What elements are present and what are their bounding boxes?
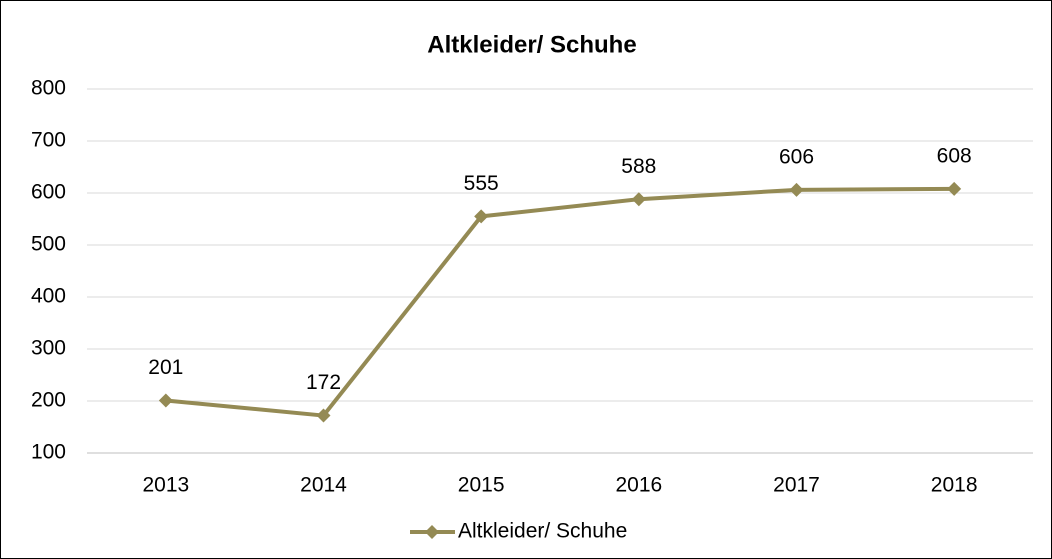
data-label: 172 [306, 371, 341, 394]
series-line [165, 186, 955, 418]
legend-marker [425, 525, 439, 539]
data-point [789, 182, 804, 197]
legend-label: Altkleider/ Schuhe [458, 520, 627, 543]
data-point [474, 209, 489, 224]
x-tick-label: 2015 [458, 474, 505, 497]
y-tick-label: 600 [31, 181, 66, 204]
data-point [631, 192, 646, 207]
data-label: 201 [148, 356, 183, 379]
data-label: 588 [621, 155, 656, 178]
x-tick-label: 2016 [615, 474, 662, 497]
chart-title: Altkleider/ Schuhe [427, 31, 636, 58]
x-tick-label: 2014 [300, 474, 347, 497]
y-tick-label: 100 [31, 441, 66, 464]
y-tick-label: 500 [31, 233, 66, 256]
data-label: 606 [779, 145, 814, 168]
data-point [158, 393, 173, 408]
y-tick-label: 200 [31, 389, 66, 412]
y-tick-label: 700 [31, 129, 66, 152]
x-tick-label: 2013 [142, 474, 189, 497]
y-tick-label: 400 [31, 285, 66, 308]
x-tick-label: 2017 [773, 474, 820, 497]
x-tick-label: 2018 [931, 474, 978, 497]
data-point [316, 408, 331, 423]
y-tick-label: 800 [31, 77, 66, 100]
data-point [947, 181, 962, 196]
data-label: 608 [937, 144, 972, 167]
y-tick-label: 300 [31, 337, 66, 360]
data-label: 555 [464, 172, 499, 195]
